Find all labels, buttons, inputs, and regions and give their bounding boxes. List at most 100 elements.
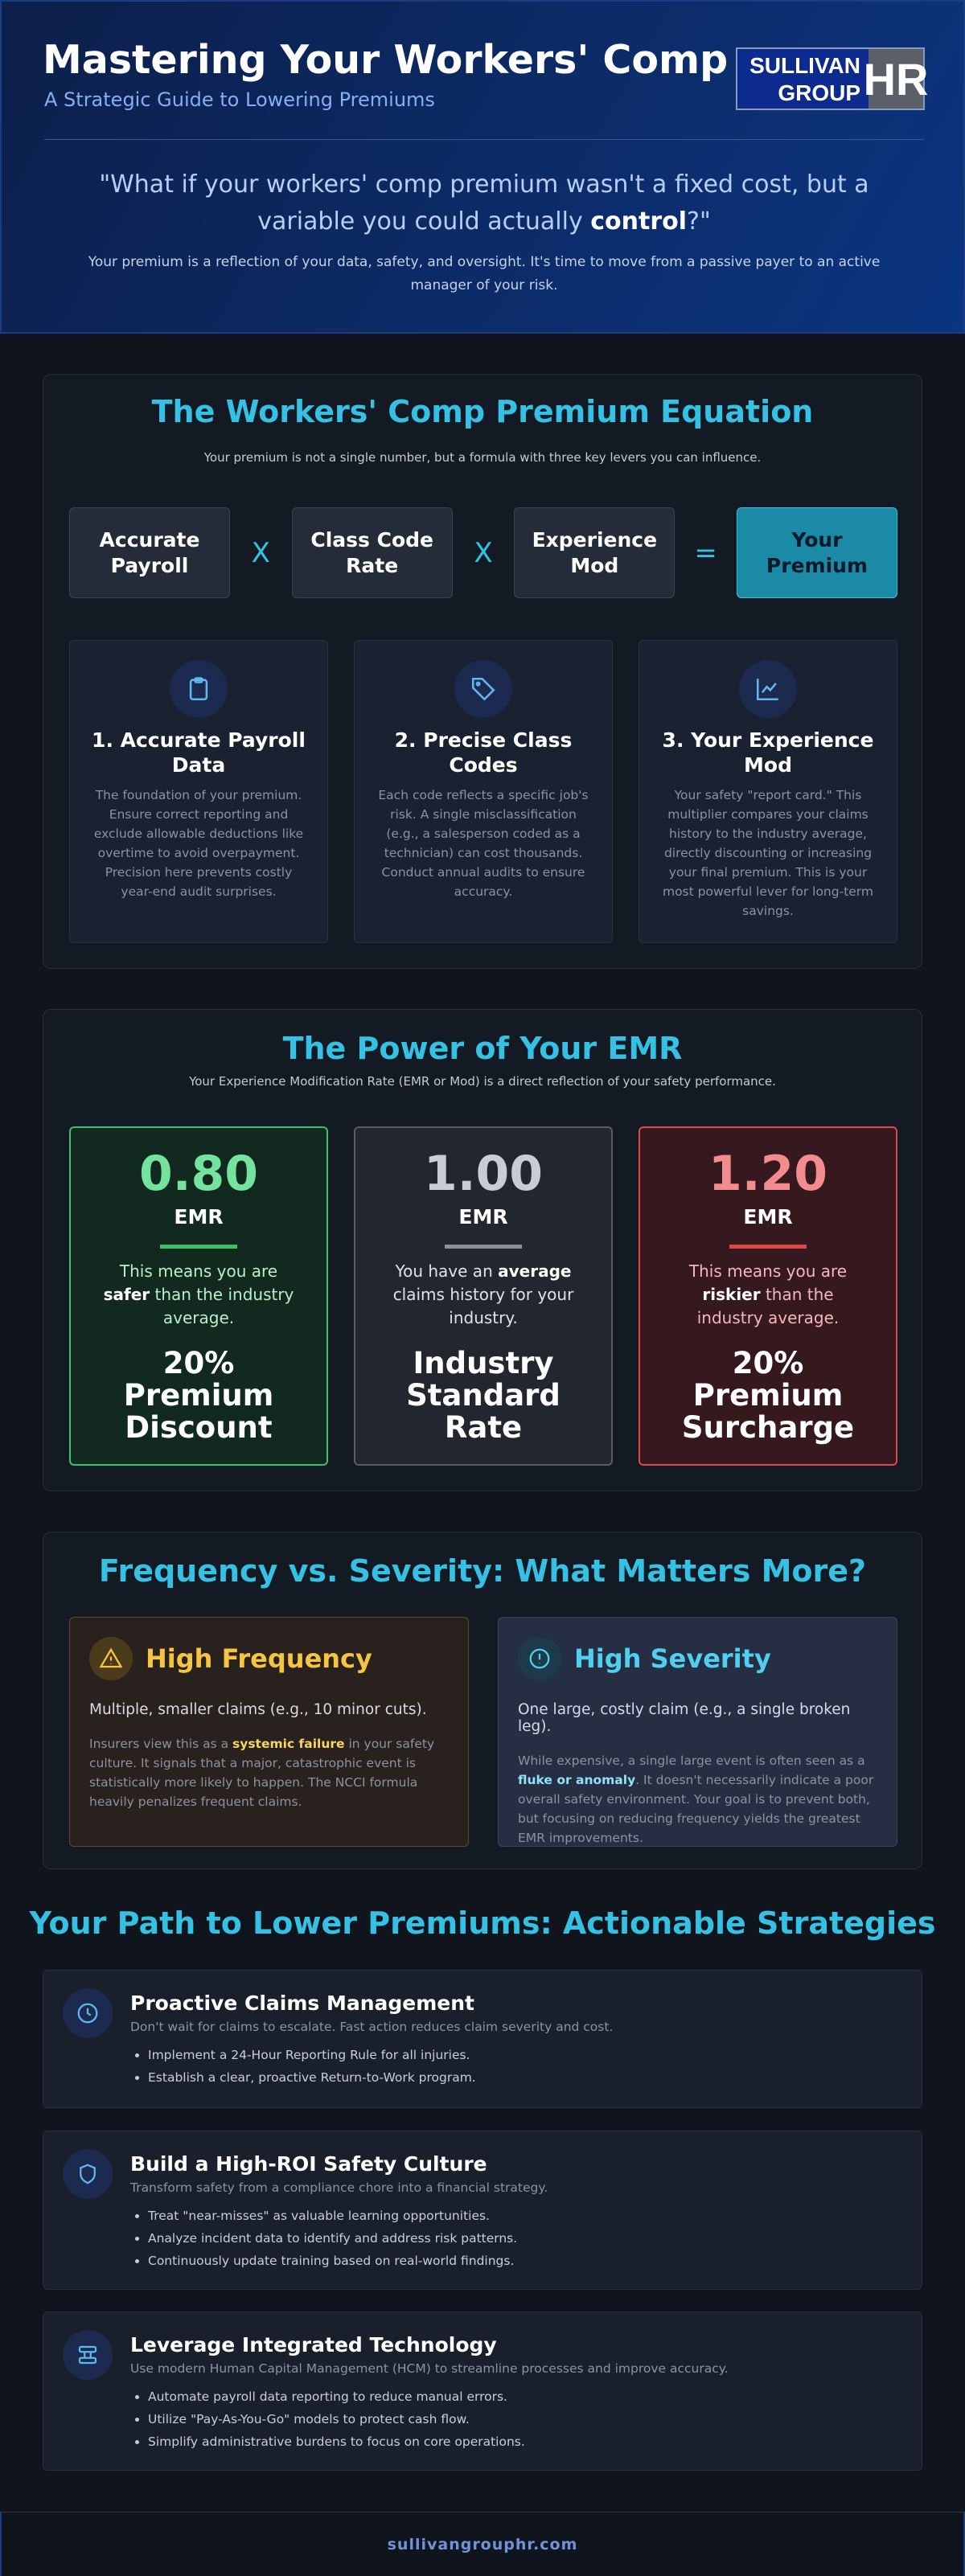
strategy-list: Automate payroll data reporting to reduc… [130,2385,729,2453]
emphasis: safer [103,1285,150,1304]
strategy-body: Build a High-ROI Safety Culture Transfor… [130,2149,548,2271]
emphasis: systemic failure [232,1737,345,1751]
section-subtitle: Your Experience Modification Rate (EMR o… [189,1074,776,1089]
accent-bar [729,1245,807,1249]
strategy-list: Implement a 24-Hour Reporting Rule for a… [130,2044,613,2089]
strategy-card: Leverage Integrated Technology Use moder… [43,2311,922,2471]
bullet: Establish a clear, proactive Return-to-W… [148,2066,613,2089]
accent-bar [445,1245,522,1249]
emr-outcome: 20% Premium Discount [123,1346,274,1445]
section-subtitle: Your premium is not a single number, but… [203,450,762,465]
subtitle: A Strategic Guide to Lowering Premiums [44,88,435,111]
emr-card: 1.20 EMR This means you are riskier than… [639,1126,897,1466]
emr-text: This means you are safer than the indust… [71,1260,326,1330]
emr-text: This means you are riskier than the indu… [640,1260,896,1330]
emphasis: riskier [702,1285,761,1304]
emr-value: 1.20 [708,1146,828,1202]
emr-section: The Power of Your EMR Your Experience Mo… [43,1009,922,1491]
lever-card: 2. Precise Class Codes Each code reflect… [354,640,613,943]
text: Insurers view this as a [89,1737,232,1751]
clipboard-icon [189,677,208,701]
panel-heading: High Severity [518,1637,877,1680]
warning-icon [99,1647,123,1668]
strategies-title: Your Path to Lower Premiums: Actionable … [29,1905,936,1941]
emr-unit: EMR [458,1205,508,1229]
strategy-heading: Proactive Claims Management [130,1991,475,2015]
strategy-summary: Transform safety from a compliance chore… [130,2180,548,2195]
operator: X [474,536,493,569]
logo-text: SULLIVAN GROUP [737,49,868,109]
icon [454,660,512,718]
strategy-card: Build a High-ROI Safety Culture Transfor… [43,2131,922,2290]
heading-text: High Frequency [146,1643,372,1674]
equation-section: The Workers' Comp Premium Equation Your … [43,374,922,969]
panel-summary: Multiple, smaller claims (e.g., 10 minor… [89,1701,427,1718]
bullet: Utilize "Pay-As-You-Go" models to protec… [148,2408,729,2430]
icon [89,1637,133,1680]
strategy-body: Leverage Integrated Technology Use moder… [130,2330,729,2452]
header: Mastering Your Workers' Comp A Strategic… [0,0,965,334]
strategy-list: Treat "near-misses" as valuable learning… [130,2205,548,2272]
logo: SULLIVAN GROUP HR [736,47,928,110]
section-title: The Workers' Comp Premium Equation [151,394,814,429]
emr-text: You have an average claims history for y… [355,1260,611,1330]
panel-summary: One large, costly claim (e.g., a single … [518,1701,851,1735]
operator: X [251,536,270,569]
footer: sullivangrouphr.com [0,2512,965,2576]
lever-card: 1. Accurate Payroll Data The foundation … [69,640,328,943]
icon [170,660,228,718]
icon [63,2149,113,2199]
strategy-body: Proactive Claims Management Don't wait f… [130,1988,613,2090]
icon [63,1988,113,2038]
emr-outcome: Industry Standard Rate [406,1346,561,1445]
emr-value: 0.80 [138,1146,259,1202]
logo-mark: HR [864,49,928,109]
frequency-panels: High Frequency Multiple, smaller claims … [69,1617,897,1847]
footer-url: sullivangrouphr.com [387,2535,578,2553]
icon [518,1637,561,1680]
frequency-section: Frequency vs. Severity: What Matters Mor… [43,1532,922,1869]
icon [63,2330,113,2380]
chart-icon [756,679,778,701]
heading-text: High Severity [574,1643,771,1674]
divider [44,139,924,140]
text: claims history for your industry. [392,1285,574,1327]
logo-line: SULLIVAN [749,53,860,78]
strategy-heading: Leverage Integrated Technology [130,2333,497,2357]
intro: Your premium is a reflection of your dat… [88,254,881,293]
emphasis: fluke or anomaly [518,1773,636,1787]
panel-detail: While expensive, a single large event is… [518,1751,877,1848]
quote-text: "What if your workers' comp premium wasn… [99,170,869,236]
bullet: Automate payroll data reporting to reduc… [148,2385,729,2408]
quote-emphasis: control [590,207,688,236]
shield-icon [80,2164,96,2184]
icon [739,660,797,718]
clock-icon [77,2003,98,2024]
server-icon [78,2345,97,2365]
emr-value: 1.00 [423,1146,544,1202]
lever-title: 2. Precise Class Codes [394,728,573,777]
text: While expensive, a single large event is… [518,1754,865,1768]
panel-heading: High Frequency [89,1637,449,1680]
strategy-summary: Use modern Human Capital Management (HCM… [130,2361,729,2376]
emr-unit: EMR [174,1205,224,1229]
quote: "What if your workers' comp premium wasn… [50,166,918,240]
emr-outcome: 20% Premium Surcharge [681,1346,855,1445]
text: than the industry average. [150,1285,294,1327]
lever-title: 1. Accurate Payroll Data [92,728,306,777]
section-title: The Power of Your EMR [282,1031,683,1066]
equation-result: Your Premium [736,507,897,598]
bullet: Implement a 24-Hour Reporting Rule for a… [148,2044,613,2066]
lever-text: The foundation of your premium. Ensure c… [93,788,304,899]
levers: 1. Accurate Payroll Data The foundation … [69,640,897,943]
text: This means you are [688,1261,848,1281]
strategy-heading: Build a High-ROI Safety Culture [130,2152,487,2176]
equation-term: Experience Mod [514,507,676,598]
lever-text: Each code reflects a specific job's risk… [378,788,589,899]
emr-cards: 0.80 EMR This means you are safer than t… [69,1126,897,1466]
lever-card: 3. Your Experience Mod Your safety "repo… [639,640,897,943]
strategy-summary: Don't wait for claims to escalate. Fast … [130,2020,614,2034]
equation-term: Accurate Payroll [69,507,230,598]
bullet: Analyze incident data to identify and ad… [148,2227,548,2250]
